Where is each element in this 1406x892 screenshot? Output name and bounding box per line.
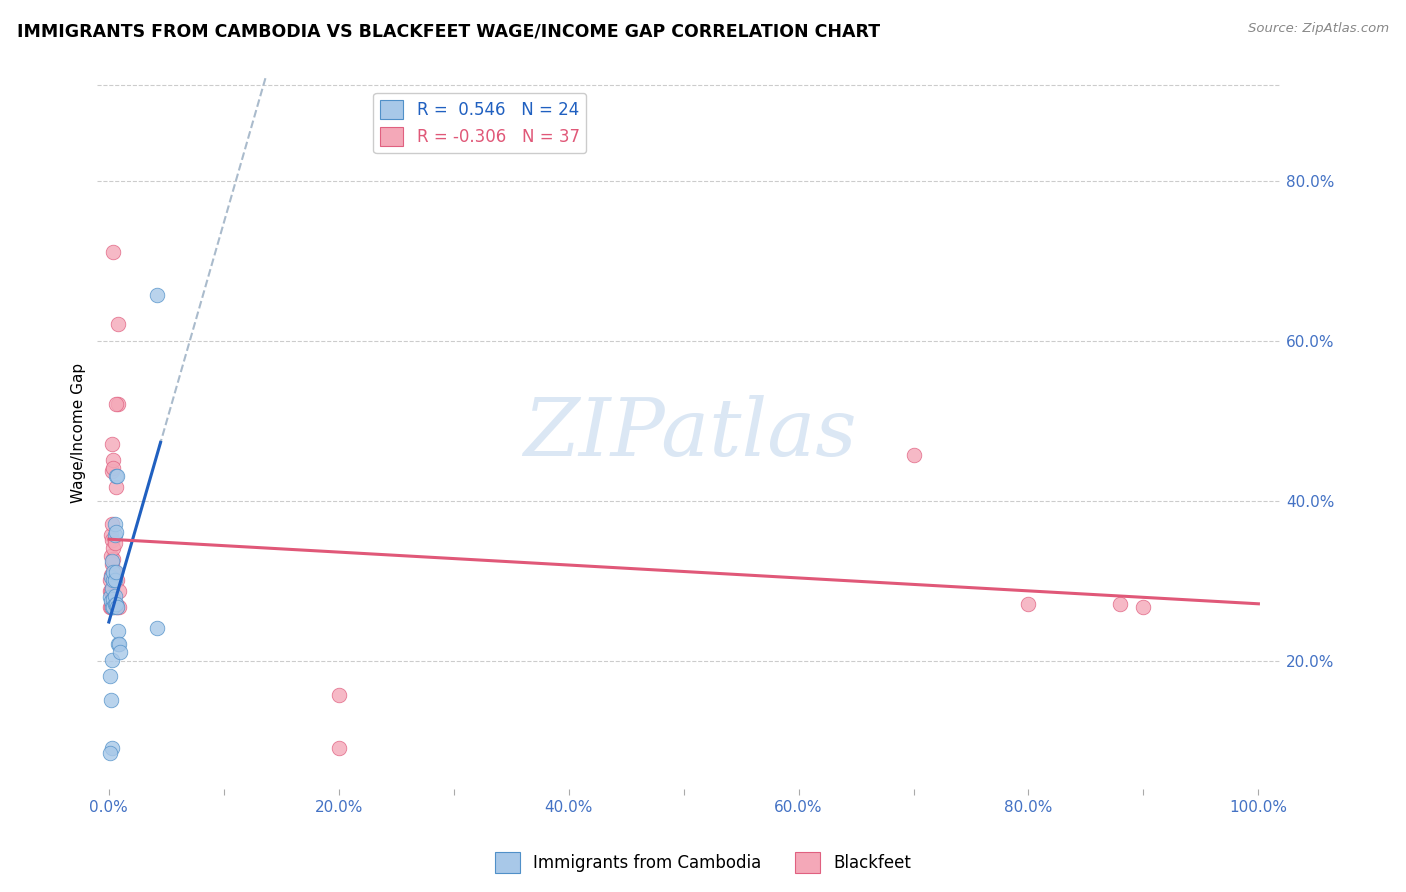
Point xyxy=(108,637,131,651)
Point xyxy=(100,599,122,614)
Point xyxy=(107,637,129,651)
Point xyxy=(98,668,121,682)
Legend: R =  0.546   N = 24, R = -0.306   N = 37: R = 0.546 N = 24, R = -0.306 N = 37 xyxy=(374,93,586,153)
Point xyxy=(1132,599,1154,614)
Point xyxy=(101,464,124,478)
Point xyxy=(104,565,127,579)
Point xyxy=(98,583,121,598)
Point xyxy=(146,288,169,302)
Point xyxy=(101,652,124,666)
Point xyxy=(110,644,132,658)
Point xyxy=(101,557,124,571)
Point xyxy=(104,597,127,611)
Point xyxy=(103,541,125,555)
Point xyxy=(100,570,122,584)
Point xyxy=(1109,597,1132,611)
Point xyxy=(104,516,127,531)
Point xyxy=(100,567,122,582)
Point xyxy=(104,524,127,539)
Point xyxy=(100,528,122,542)
Point xyxy=(146,621,169,635)
Point xyxy=(105,599,128,614)
Point xyxy=(101,554,124,568)
Point xyxy=(107,317,129,331)
Text: Source: ZipAtlas.com: Source: ZipAtlas.com xyxy=(1249,22,1389,36)
Point xyxy=(104,536,127,550)
Point xyxy=(105,599,128,614)
Point xyxy=(104,565,127,579)
Point xyxy=(104,599,127,614)
Point xyxy=(100,583,122,598)
Point xyxy=(103,244,125,259)
Point xyxy=(108,599,131,614)
Legend: Immigrants from Cambodia, Blackfeet: Immigrants from Cambodia, Blackfeet xyxy=(488,846,918,880)
Point xyxy=(98,599,121,614)
Point xyxy=(104,397,127,411)
Point xyxy=(108,583,131,598)
Point xyxy=(101,581,124,595)
Point xyxy=(101,599,124,614)
Point xyxy=(107,624,129,638)
Point xyxy=(103,552,125,566)
Point xyxy=(104,597,127,611)
Point xyxy=(104,573,127,587)
Text: ZIPatlas: ZIPatlas xyxy=(523,394,856,472)
Point xyxy=(105,573,128,587)
Point xyxy=(101,516,124,531)
Point xyxy=(103,452,125,467)
Point xyxy=(98,591,121,605)
Point xyxy=(103,599,125,614)
Point xyxy=(101,567,124,582)
Point xyxy=(107,397,129,411)
Point xyxy=(100,594,122,608)
Point xyxy=(104,468,127,483)
Point xyxy=(328,740,350,755)
Point xyxy=(100,549,122,563)
Point xyxy=(98,746,121,760)
Point xyxy=(103,589,125,603)
Point xyxy=(105,468,128,483)
Point xyxy=(103,591,125,606)
Point xyxy=(104,480,127,494)
Point xyxy=(328,688,350,702)
Point xyxy=(104,589,127,603)
Point xyxy=(104,528,127,542)
Text: IMMIGRANTS FROM CAMBODIA VS BLACKFEET WAGE/INCOME GAP CORRELATION CHART: IMMIGRANTS FROM CAMBODIA VS BLACKFEET WA… xyxy=(17,22,880,40)
Point xyxy=(104,597,127,611)
Point xyxy=(101,591,124,606)
Point xyxy=(903,448,925,462)
Point xyxy=(101,533,124,547)
Y-axis label: Wage/Income Gap: Wage/Income Gap xyxy=(72,363,86,503)
Point xyxy=(101,740,124,755)
Point xyxy=(98,573,121,587)
Point xyxy=(1018,597,1040,611)
Point xyxy=(101,436,124,450)
Point xyxy=(103,573,125,587)
Point xyxy=(100,692,122,706)
Point xyxy=(103,565,125,579)
Point xyxy=(103,460,125,475)
